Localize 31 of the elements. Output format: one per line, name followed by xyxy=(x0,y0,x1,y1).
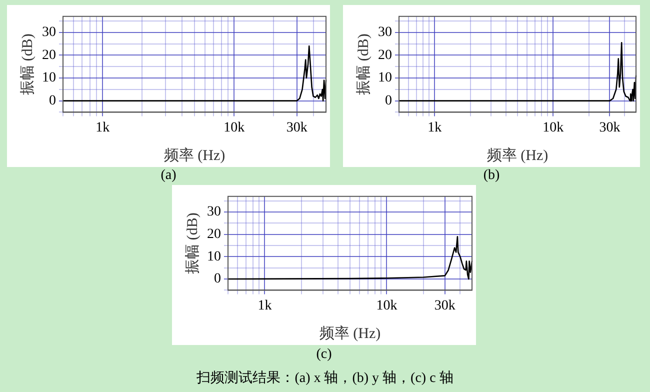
x-tick-label: 30k xyxy=(286,120,308,136)
x-axis-title: 频率 (Hz) xyxy=(319,324,381,342)
y-tick-label: 0 xyxy=(49,93,56,108)
x-axis-title: 频率 (Hz) xyxy=(164,146,226,164)
y-tick-label: 10 xyxy=(42,70,56,86)
x-tick-label: 1k xyxy=(96,120,110,136)
y-tick-label: 20 xyxy=(378,48,392,63)
y-axis-title: 振幅 (dB) xyxy=(354,34,372,95)
text: (a) xyxy=(160,168,178,184)
y-tick-label: 20 xyxy=(207,227,221,242)
text: (b) xyxy=(482,168,501,184)
y-axis-title: 振幅 (dB) xyxy=(184,212,201,274)
y-tick-label: 0 xyxy=(385,93,392,108)
y-tick-label: 10 xyxy=(207,249,221,264)
y-tick-label: 30 xyxy=(378,25,392,40)
x-tick-label: 10k xyxy=(542,120,564,136)
text: 扫频测试结果：(a) x 轴，(b) y 轴，(c) c 轴 xyxy=(196,370,454,387)
x-tick-label: 1k xyxy=(428,120,442,136)
x-tick-label: 10k xyxy=(376,298,398,314)
y-axis-title: 振幅 (dB) xyxy=(18,34,36,95)
x-tick-label: 10k xyxy=(224,120,245,136)
text: (c) xyxy=(315,347,333,363)
x-axis-title: 频率 (Hz) xyxy=(486,146,548,164)
x-tick-label: 30k xyxy=(599,120,620,136)
x-tick-label: 1k xyxy=(258,298,272,314)
y-tick-label: 30 xyxy=(207,204,221,220)
y-tick-label: 30 xyxy=(42,25,56,40)
y-tick-label: 0 xyxy=(214,272,221,287)
y-tick-label: 20 xyxy=(42,48,56,63)
x-tick-label: 30k xyxy=(434,298,456,314)
y-tick-label: 10 xyxy=(378,70,392,86)
